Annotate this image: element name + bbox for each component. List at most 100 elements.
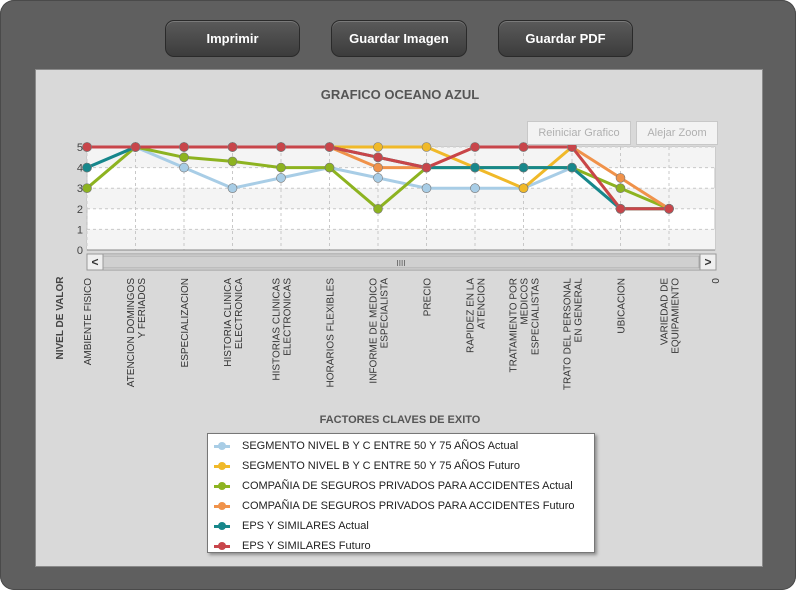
- x-tick-label-extra: 0: [711, 278, 722, 284]
- y-tick-label: 0: [77, 245, 83, 257]
- legend-item[interactable]: SEGMENTO NIVEL B Y C ENTRE 50 Y 75 AÑOS …: [214, 438, 518, 454]
- data-point-series-1[interactable]: [227, 183, 238, 193]
- data-point-series-3[interactable]: [227, 156, 238, 167]
- x-tick-label: AMBIENTE FISICO: [83, 278, 94, 365]
- data-point-series-5[interactable]: [82, 162, 92, 173]
- data-point-series-3[interactable]: [82, 183, 92, 193]
- y-tick-label: 5: [77, 142, 83, 154]
- x-tick-label: TRATAMIENTO POR: [509, 278, 520, 372]
- print-button[interactable]: Imprimir: [165, 20, 300, 57]
- legend-dot: [218, 502, 226, 510]
- data-point-series-6[interactable]: [82, 142, 92, 152]
- save-image-button[interactable]: Guardar Imagen: [331, 20, 467, 57]
- zoom-out-button[interactable]: Alejar Zoom: [636, 121, 718, 145]
- y-tick-label: 4: [77, 163, 83, 175]
- data-point-series-6[interactable]: [421, 162, 432, 173]
- y-tick-label: 2: [77, 204, 83, 216]
- x-tick-label: ESPECIALISTA: [380, 278, 391, 349]
- data-point-series-2[interactable]: [518, 183, 529, 193]
- y-tick-label: 3: [77, 183, 83, 195]
- scroll-right-button[interactable]: [699, 253, 717, 271]
- x-tick-label: ELECTRONICA: [234, 278, 245, 349]
- legend-swatch-icon: [214, 521, 230, 531]
- legend-label: EPS Y SIMILARES Futuro: [242, 540, 371, 552]
- data-point-series-1[interactable]: [470, 183, 480, 193]
- x-tick-label: RAPIDEZ EN LA: [466, 278, 477, 353]
- data-point-series-2[interactable]: [421, 142, 432, 152]
- x-tick-label: Y FERIADOS: [137, 278, 148, 339]
- x-tick-label: PRECIO: [423, 278, 434, 317]
- x-tick-label: ATENCION DOMINGOS: [126, 278, 137, 388]
- scroll-left-button[interactable]: [86, 253, 104, 271]
- data-point-series-6[interactable]: [227, 142, 238, 152]
- data-point-series-3[interactable]: [276, 162, 286, 173]
- x-tick-label: EQUIPAMIENTO: [671, 278, 682, 354]
- x-tick-label: HORARIOS FLEXIBLES: [326, 278, 337, 388]
- data-point-series-5[interactable]: [470, 162, 480, 173]
- legend-item[interactable]: SEGMENTO NIVEL B Y C ENTRE 50 Y 75 AÑOS …: [214, 458, 520, 474]
- x-tick-label: VARIEDAD DE: [660, 278, 671, 345]
- x-axis-title: FACTORES CLAVES DE EXITO: [320, 414, 481, 426]
- data-point-series-6[interactable]: [130, 142, 141, 152]
- scroll-grip-icon: IIII: [397, 259, 406, 268]
- x-tick-label: ATENCION: [477, 278, 488, 329]
- data-point-series-4[interactable]: [615, 173, 626, 183]
- legend-dot: [218, 442, 226, 450]
- reset-chart-button[interactable]: Reiniciar Grafico: [527, 121, 631, 145]
- plot-band: [87, 229, 715, 250]
- scroll-left-icon: <: [91, 255, 98, 269]
- data-point-series-6[interactable]: [179, 142, 189, 152]
- data-point-series-6[interactable]: [373, 152, 383, 163]
- data-point-series-1[interactable]: [373, 173, 383, 183]
- data-point-series-1[interactable]: [421, 183, 432, 193]
- chart-title: GRAFICO OCEANO AZUL: [321, 87, 479, 102]
- legend-item[interactable]: EPS Y SIMILARES Futuro: [214, 538, 371, 554]
- legend-item[interactable]: COMPAÑIA DE SEGUROS PRIVADOS PARA ACCIDE…: [214, 478, 573, 494]
- legend-item[interactable]: COMPAÑIA DE SEGUROS PRIVADOS PARA ACCIDE…: [214, 498, 575, 514]
- legend-dot: [218, 462, 226, 470]
- data-point-series-4[interactable]: [373, 162, 383, 173]
- data-point-series-3[interactable]: [373, 204, 383, 214]
- data-point-series-3[interactable]: [324, 162, 335, 173]
- data-point-series-6[interactable]: [518, 142, 529, 152]
- legend-dot: [218, 482, 226, 490]
- data-point-series-1[interactable]: [179, 162, 189, 173]
- legend-label: COMPAÑIA DE SEGUROS PRIVADOS PARA ACCIDE…: [242, 480, 573, 492]
- data-point-series-1[interactable]: [276, 173, 286, 183]
- x-tick-label: ELECTRONICAS: [283, 278, 294, 356]
- data-point-series-6[interactable]: [470, 142, 480, 152]
- x-tick-label: EN GENERAL: [574, 278, 585, 343]
- plot-band: [87, 188, 715, 209]
- data-point-series-6[interactable]: [324, 142, 335, 152]
- legend-dot: [218, 522, 226, 530]
- y-axis-title: NIVEL DE VALOR: [55, 276, 66, 360]
- legend-swatch-icon: [214, 441, 230, 451]
- data-point-series-5[interactable]: [518, 162, 529, 173]
- x-tick-label: INFORME DE MEDICO: [369, 278, 380, 384]
- y-tick-label: 1: [77, 224, 83, 236]
- x-tick-label: TRATO DEL PERSONAL: [563, 278, 574, 391]
- data-point-series-3[interactable]: [615, 183, 626, 193]
- data-point-series-6[interactable]: [664, 204, 674, 214]
- legend-label: COMPAÑIA DE SEGUROS PRIVADOS PARA ACCIDE…: [242, 500, 575, 512]
- legend-dot: [218, 542, 226, 550]
- legend-swatch-icon: [214, 501, 230, 511]
- legend-swatch-icon: [214, 461, 230, 471]
- data-point-series-6[interactable]: [615, 204, 626, 214]
- legend-swatch-icon: [214, 541, 230, 551]
- save-pdf-button[interactable]: Guardar PDF: [498, 20, 633, 57]
- legend-label: SEGMENTO NIVEL B Y C ENTRE 50 Y 75 AÑOS …: [242, 440, 519, 452]
- x-tick-label: MEDICOS: [520, 278, 531, 325]
- legend-label: EPS Y SIMILARES Actual: [242, 520, 369, 532]
- legend-swatch-icon: [214, 481, 230, 491]
- x-tick-label: ESPECIALIZACION: [180, 278, 191, 367]
- data-point-series-2[interactable]: [373, 142, 383, 152]
- x-tick-label: UBICACION: [617, 278, 628, 334]
- data-point-series-3[interactable]: [179, 152, 189, 163]
- data-point-series-6[interactable]: [276, 142, 286, 152]
- x-tick-label: ESPECIALISTAS: [531, 278, 542, 355]
- legend-item[interactable]: EPS Y SIMILARES Actual: [214, 518, 369, 534]
- data-point-series-5[interactable]: [567, 162, 577, 173]
- x-tick-label: HISTORIA CLINICA: [223, 278, 234, 367]
